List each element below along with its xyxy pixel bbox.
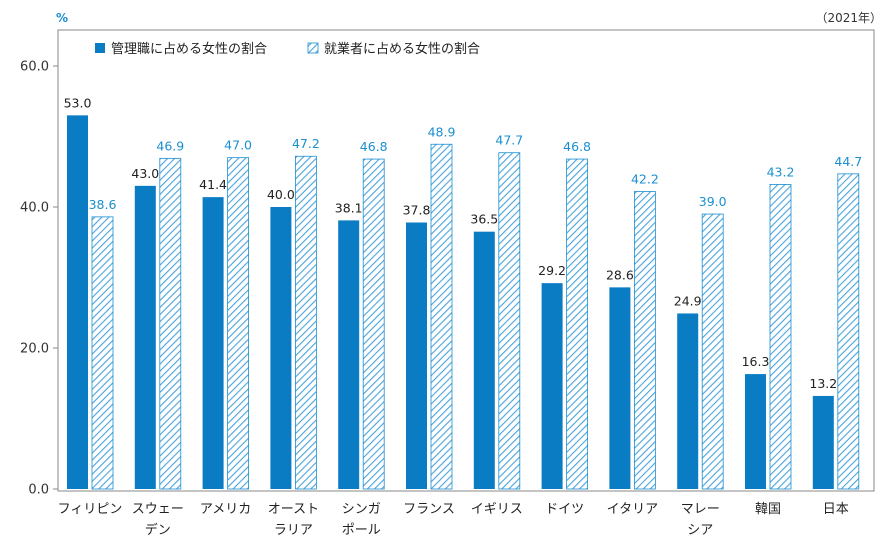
data-label-management: 40.0 [267,187,295,202]
bars [67,115,860,490]
bar-employment [837,173,860,490]
y-tick-label: 0.0 [28,483,49,498]
y-axis: 0.0 20.0 40.0 60.0 [20,60,58,498]
data-label-employment: 46.8 [360,139,388,154]
bar-employment [769,184,792,490]
bar-employment [227,157,250,490]
x-tick-label: ポール [342,523,381,538]
bar-employment [498,152,521,490]
x-tick-label: シンガ [342,502,381,517]
data-label-employment: 38.6 [89,197,117,212]
bar-employment [159,157,182,490]
bar-management [677,313,699,489]
bar-management [134,185,156,489]
data-label-management: 37.8 [403,203,431,218]
data-label-employment: 42.2 [631,171,659,186]
data-label-employment: 46.9 [156,138,184,153]
x-tick-label: ラリア [274,523,313,538]
x-tick-label: イギリス [471,502,523,517]
legend-label-series-a: 管理職に占める女性の割合 [111,41,267,57]
data-label-management: 28.6 [606,267,634,282]
data-label-management: 13.2 [809,376,837,391]
bar-management [745,374,766,489]
data-label-employment: 47.2 [292,136,320,151]
x-tick-label: オースト [268,502,319,517]
x-tick-label: アメリカ [200,502,251,517]
data-label-management: 53.0 [64,95,92,110]
data-label-employment: 43.2 [767,164,795,179]
y-tick-label: 60.0 [20,60,49,75]
x-tick-label: フランス [403,502,455,517]
x-tick-label: シア [687,523,713,538]
y-tick-label: 20.0 [20,342,49,357]
data-label-management: 38.1 [335,200,363,215]
x-tick-label: イタリア [607,502,658,517]
bar-employment [91,216,114,490]
data-label-employment: 48.9 [428,124,456,139]
data-label-employment: 47.0 [224,138,252,153]
bar-management [812,395,834,489]
data-label-management: 36.5 [470,212,498,227]
data-labels: 53.0 38.6 43.0 46.9 41.4 47.0 40.0 47.2 38.1 46.8… [64,95,863,391]
x-tick-label: ドイツ [545,502,584,517]
bar-management [67,115,88,489]
y-unit-label: % [56,11,68,25]
bar-management [406,222,427,489]
year-note: （2021年） [815,11,882,25]
data-label-employment: 44.7 [834,154,862,169]
bar-management [202,197,224,489]
x-tick-label: フィリピン [58,502,123,517]
bar-management [473,231,495,490]
legend-swatch-series-a [95,43,105,53]
bar-management [541,283,563,489]
bar-management [270,207,292,489]
data-label-employment: 47.7 [495,133,523,148]
x-tick-label: 日本 [823,502,849,517]
data-label-management: 24.9 [674,293,702,308]
x-tick-label: スウェー [132,502,184,517]
x-tick-label: 韓国 [755,502,781,517]
data-label-management: 41.4 [199,177,227,192]
bar-employment [430,143,453,490]
bar-employment [701,213,724,490]
legend-label-series-b: 就業者に占める女性の割合 [324,41,480,57]
bar-employment [294,155,317,490]
bar-management [338,220,360,489]
bar-management [609,287,631,489]
bar-employment [362,158,385,490]
data-label-management: 43.0 [131,166,159,181]
bar-employment [566,158,588,490]
legend-swatch-series-b [307,42,319,54]
legend: 管理職に占める女性の割合 就業者に占める女性の割合 [95,41,480,57]
x-tick-label: マレー [681,502,720,517]
plot-area [57,29,875,492]
data-label-employment: 39.0 [699,194,727,209]
x-tick-label: デン [145,522,171,538]
y-tick-label: 40.0 [20,201,49,216]
data-label-management: 29.2 [538,263,566,278]
data-label-employment: 46.8 [563,139,591,154]
bar-employment [634,191,656,490]
data-label-management: 16.3 [742,354,770,369]
